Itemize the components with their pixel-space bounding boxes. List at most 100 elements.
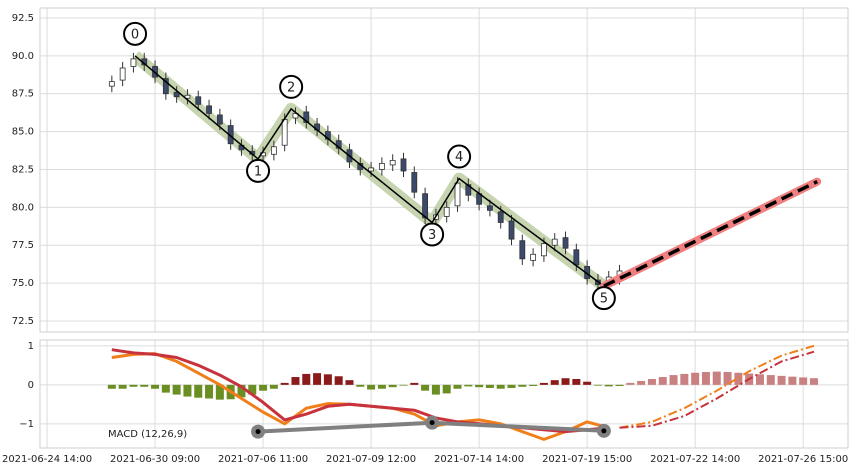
candle-body xyxy=(519,240,526,260)
histogram-bar xyxy=(691,372,700,385)
wave-point xyxy=(447,144,472,169)
histogram-bar xyxy=(496,384,505,389)
histogram-bar xyxy=(583,381,592,385)
candle-body xyxy=(443,206,450,217)
histogram-bar xyxy=(172,384,181,395)
wave-point xyxy=(123,21,148,46)
wave-label: 3 xyxy=(428,228,436,243)
histogram-bar xyxy=(637,380,646,385)
wave-label: 5 xyxy=(600,292,608,307)
candle-body xyxy=(206,105,212,114)
histogram-bar xyxy=(194,384,203,398)
histogram-bar xyxy=(410,382,419,385)
histogram-bar xyxy=(334,376,343,385)
candle-body xyxy=(422,193,428,219)
candle-body xyxy=(378,163,385,170)
candle-body xyxy=(292,113,299,119)
macd-wave-dot xyxy=(601,428,607,434)
histogram-bar xyxy=(669,375,678,385)
x-tick-label: 2021-07-22 14:00 xyxy=(650,454,740,465)
histogram-bar xyxy=(129,384,138,387)
histogram-bar xyxy=(604,384,613,387)
candle-body xyxy=(551,238,558,246)
candle-body xyxy=(173,91,180,98)
y-tick-label: 77.5 xyxy=(12,240,34,251)
wave-label: 0 xyxy=(131,27,139,42)
macd-wave-dot xyxy=(255,429,261,435)
candle-body xyxy=(281,119,288,146)
panel-border xyxy=(39,339,849,449)
macd-projection xyxy=(619,344,815,429)
histogram-bar xyxy=(712,371,721,385)
candle-body xyxy=(368,167,374,172)
histogram-bar xyxy=(183,384,192,397)
histogram-bar xyxy=(788,376,797,385)
histogram-bar xyxy=(140,384,149,387)
y-tick-label: 0 xyxy=(28,380,34,391)
y-tick-label: 75.0 xyxy=(12,278,34,289)
histogram-bar xyxy=(323,374,332,385)
candle-body xyxy=(303,111,310,123)
wave-label: 4 xyxy=(455,150,463,165)
histogram-bar xyxy=(475,384,484,388)
histogram-bar xyxy=(269,384,278,389)
candle-body xyxy=(508,220,515,240)
histogram-bar xyxy=(539,382,548,385)
histogram-bar xyxy=(615,384,624,387)
x-tick-label: 2021-07-19 15:00 xyxy=(542,454,632,465)
candle-body xyxy=(411,172,418,193)
projection-line xyxy=(603,180,818,288)
histogram-bar xyxy=(518,384,527,387)
histogram-bar xyxy=(658,377,667,385)
histogram-bar xyxy=(701,371,710,385)
histogram-bar xyxy=(442,384,451,394)
y-tick-label: 72.5 xyxy=(12,316,34,327)
histogram-bar xyxy=(215,384,224,400)
candle-body xyxy=(400,158,407,172)
histogram-bar xyxy=(680,373,689,385)
candle-body xyxy=(270,146,277,155)
y-tick-label: 82.5 xyxy=(12,164,34,175)
histogram-bar xyxy=(766,375,775,385)
histogram-bar xyxy=(572,378,581,385)
signal-projection xyxy=(619,350,815,429)
macd-label: MACD (12,26,9) xyxy=(108,429,187,440)
wave-label: 1 xyxy=(254,164,262,179)
histogram-bar xyxy=(367,384,376,390)
histogram-bar xyxy=(313,373,322,385)
histogram-bar xyxy=(453,384,462,389)
histogram-bar xyxy=(464,384,473,387)
candle-body xyxy=(573,249,580,266)
candle-body xyxy=(530,253,537,261)
x-tick-label: 2021-07-26 15:00 xyxy=(758,454,848,465)
y-tick-label: 92.5 xyxy=(12,13,34,24)
wave-point xyxy=(420,222,445,247)
histogram-bar xyxy=(237,384,246,398)
histogram-bar xyxy=(561,378,570,385)
histogram-bar xyxy=(118,384,127,389)
wave-label: 2 xyxy=(287,80,295,95)
x-tick-label: 2021-07-06 11:00 xyxy=(218,454,308,465)
histogram-bar xyxy=(734,372,743,385)
histogram-bar xyxy=(507,384,516,388)
histogram-bar xyxy=(388,384,397,388)
y-tick-label: 87.5 xyxy=(12,89,34,100)
histogram-bar xyxy=(626,382,635,385)
histogram-bar xyxy=(799,377,808,385)
candle-body xyxy=(562,237,569,249)
candle-body xyxy=(216,114,223,125)
y-tick-label: 1 xyxy=(28,341,34,352)
histogram-bar xyxy=(485,384,494,388)
histogram-bar xyxy=(259,384,268,391)
candle-body xyxy=(130,58,137,67)
wave-point xyxy=(246,158,271,183)
histogram-bar xyxy=(647,378,656,385)
y-tick-label: −1 xyxy=(19,419,34,430)
candle-body xyxy=(389,159,396,166)
wave-point xyxy=(279,74,304,99)
histogram-bar xyxy=(755,374,764,385)
y-tick-label: 85.0 xyxy=(12,127,34,138)
histogram-bar xyxy=(248,384,257,395)
wave-line xyxy=(134,55,605,287)
histogram-bar xyxy=(356,384,365,387)
